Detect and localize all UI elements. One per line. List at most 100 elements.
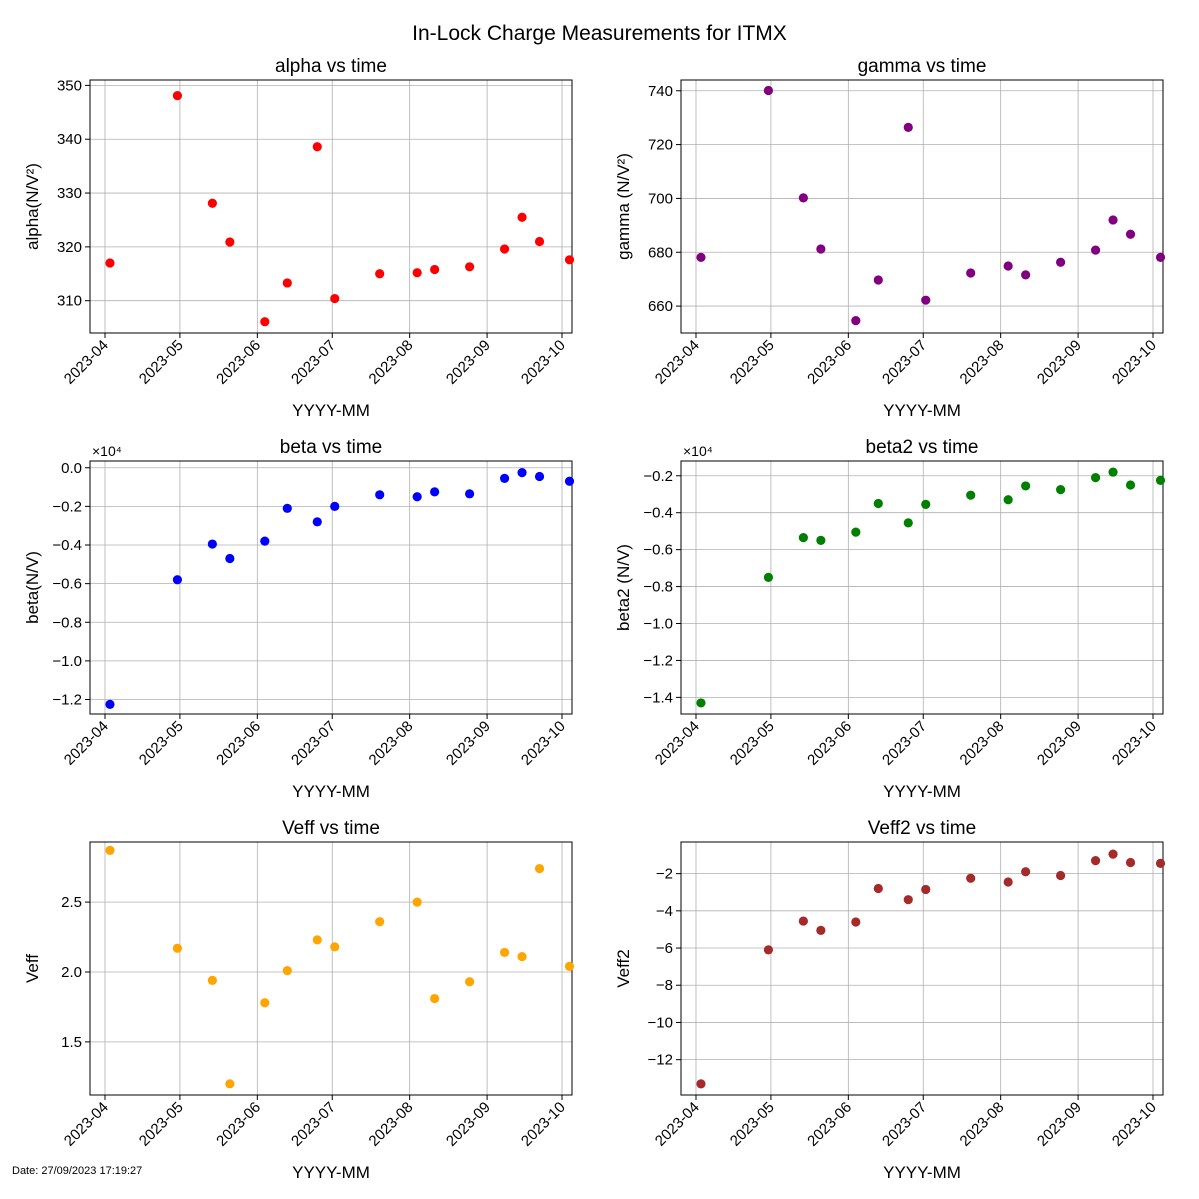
data-point [1003, 261, 1013, 271]
y-tick-label: −10 [648, 1014, 673, 1031]
data-point [966, 268, 976, 278]
x-tick-label: 2023-04 [61, 1099, 112, 1150]
data-point [798, 916, 808, 926]
data-point [105, 845, 115, 855]
data-point [903, 895, 913, 905]
data-point [1125, 480, 1136, 490]
data-point [207, 539, 217, 549]
data-point [798, 193, 808, 203]
series-alpha [105, 91, 575, 327]
data-point [105, 699, 115, 709]
data-point [499, 473, 510, 483]
data-point [966, 490, 976, 500]
data-point [225, 237, 235, 247]
x-tick-label: 2023-09 [1034, 718, 1085, 769]
y-tick-label: 350 [57, 77, 82, 94]
data-point [1155, 475, 1166, 485]
data-point [1090, 245, 1101, 255]
data-point [816, 535, 826, 546]
x-tick-label: 2023-04 [61, 337, 112, 388]
series-Veff2 [696, 849, 1166, 1089]
data-point [696, 252, 706, 262]
x-tick-label: 2023-07 [879, 337, 930, 388]
y-tick-label: −0.2 [52, 498, 82, 515]
data-point [534, 236, 545, 247]
y-tick-label: −1.2 [643, 652, 673, 669]
axes-frame [680, 841, 1164, 1096]
y-tick-label: −0.8 [643, 579, 673, 596]
data-point [517, 952, 527, 962]
x-axis-label: YYYY-MM [292, 1163, 370, 1182]
panel-title: beta vs time [280, 437, 382, 458]
axes-frame [680, 79, 1164, 334]
x-tick-label: 2023-04 [652, 718, 703, 769]
data-point [1056, 870, 1066, 881]
data-point [517, 467, 527, 478]
data-point [207, 975, 217, 985]
offset-label: ×10⁴ [683, 443, 713, 459]
y-tick-label: −0.6 [52, 576, 82, 593]
x-tick-label: 2023-06 [804, 1099, 855, 1150]
x-axis-label: YYYY-MM [292, 401, 370, 420]
y-tick-label: −0.8 [52, 614, 82, 631]
data-point [966, 873, 976, 883]
data-point [1125, 857, 1136, 868]
data-point [207, 198, 217, 208]
y-axis-label: gamma (N/V²) [614, 153, 633, 260]
x-tick-label: 2023-04 [652, 1099, 703, 1150]
data-point [763, 945, 774, 955]
data-point [282, 278, 292, 288]
data-point [851, 527, 861, 537]
x-tick-label: 2023-10 [518, 1099, 569, 1150]
data-point [1021, 270, 1031, 280]
y-axis-label: beta2 (N/V) [614, 544, 633, 631]
data-point [105, 258, 115, 268]
data-point [260, 536, 270, 546]
data-point [375, 490, 385, 500]
data-point [903, 122, 913, 132]
series-Veff [105, 845, 575, 1089]
y-tick-label: −1.0 [52, 653, 82, 670]
x-tick-label: 2023-05 [136, 337, 187, 388]
data-point [696, 698, 706, 708]
y-tick-label: −0.4 [52, 537, 82, 554]
y-tick-label: −12 [648, 1052, 673, 1069]
y-tick-label: −0.2 [643, 468, 673, 485]
y-axis-label: Veff [23, 954, 42, 983]
x-tick-label: 2023-08 [366, 1099, 417, 1150]
x-tick-label: 2023-09 [443, 337, 494, 388]
offset-label: ×10⁴ [92, 443, 122, 459]
y-tick-label: 2.5 [61, 894, 82, 911]
y-tick-label: 680 [648, 244, 673, 261]
y-tick-label: −1.4 [643, 689, 673, 706]
data-point [1155, 858, 1166, 868]
data-point [564, 476, 575, 486]
x-tick-label: 2023-06 [213, 718, 264, 769]
data-point [1003, 495, 1013, 505]
y-tick-label: 310 [57, 293, 82, 310]
y-tick-label: −4 [656, 903, 673, 920]
data-point [1090, 473, 1101, 483]
y-tick-label: −1.2 [52, 692, 82, 709]
x-tick-label: 2023-08 [957, 718, 1008, 769]
data-point [225, 1079, 235, 1089]
axes-frame [680, 460, 1164, 715]
panel-title: Veff2 vs time [868, 818, 976, 839]
panels: 310 320 330 340 350 2023-04 2023-05 2023-06 2023… [23, 56, 1166, 1182]
data-point [873, 883, 883, 894]
data-point [465, 262, 475, 272]
data-point [430, 993, 440, 1004]
data-point [1155, 252, 1166, 262]
panel-title: alpha vs time [275, 56, 387, 77]
x-tick-label: 2023-05 [136, 1099, 187, 1150]
x-tick-label: 2023-08 [957, 1099, 1008, 1150]
panel-title: beta2 vs time [866, 437, 979, 458]
y-tick-label: −0.6 [643, 542, 673, 559]
date-footer: Date: 27/09/2023 17:19:27 [12, 1165, 142, 1177]
x-tick-label: 2023-09 [443, 718, 494, 769]
data-point [412, 897, 422, 907]
y-axis-label: alpha(N/V²) [23, 163, 42, 250]
panel-Veff2: −2 −4 −6 −8 −10 −12 2023-04 2023-05 2023-06 2023-… [614, 818, 1166, 1182]
data-point [1090, 856, 1101, 866]
